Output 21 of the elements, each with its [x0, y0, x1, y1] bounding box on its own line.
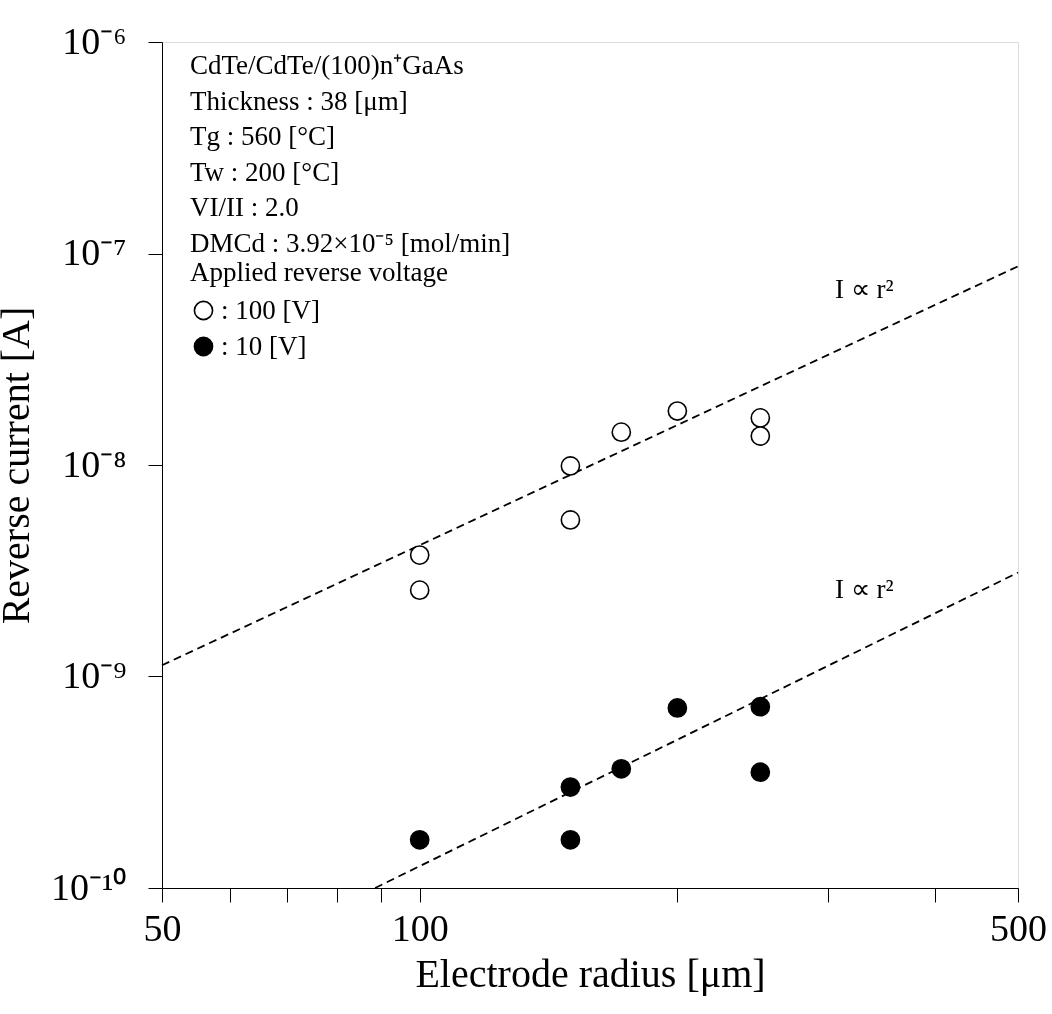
- annotation: CdTe/CdTe/(100)n⁺GaAs: [190, 50, 464, 80]
- x-tick-label: 50: [143, 906, 182, 949]
- annotation: I ∝ r²: [835, 274, 894, 304]
- x-tick-label: 500: [990, 906, 1047, 949]
- y-tick-label: 10⁻⁷: [62, 231, 127, 273]
- y-axis-title: Reverse current [A]: [0, 306, 39, 625]
- x-tick-label: 100: [391, 906, 449, 949]
- y-tick-label: 10⁻¹⁰: [51, 865, 127, 908]
- legend-label: : 10 [V]: [221, 330, 307, 361]
- x-axis-title: Electrode radius [μm]: [415, 950, 766, 996]
- annotation: Thickness : 38 [μm]: [190, 85, 408, 116]
- legend-label: : 100 [V]: [221, 294, 320, 325]
- y-tick-label: 10⁻⁸: [62, 442, 127, 485]
- legend-title: Applied reverse voltage: [190, 257, 448, 287]
- y-tick-label: 10⁻⁶: [62, 19, 127, 62]
- annotation: Tg : 560 [°C]: [190, 121, 336, 151]
- annotation: Tw : 200 [°C]: [190, 156, 340, 187]
- annotation: VI/II : 2.0: [190, 192, 299, 222]
- y-tick-label: 10⁻⁹: [62, 654, 127, 696]
- annotation: I ∝ r²: [835, 574, 894, 604]
- annotation: DMCd : 3.92×10⁻⁵ [mol/min]: [190, 227, 511, 258]
